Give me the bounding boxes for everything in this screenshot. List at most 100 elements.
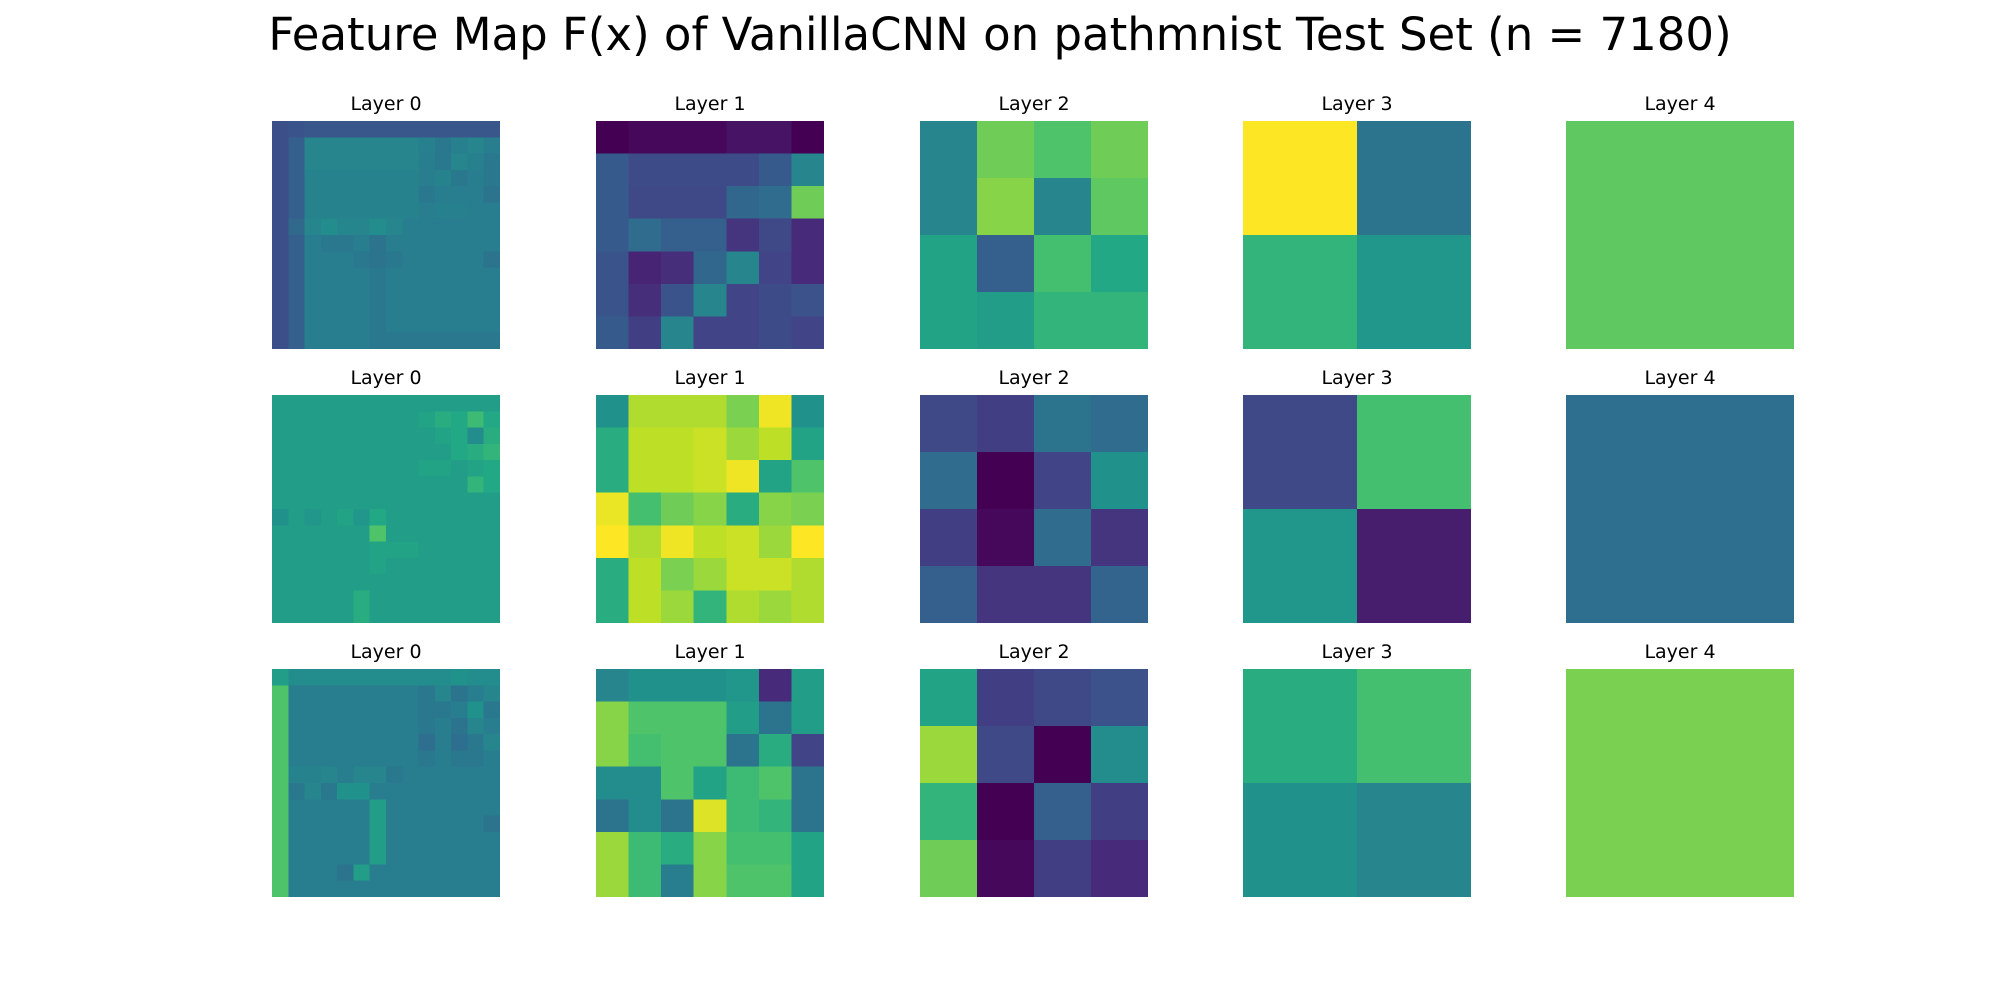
heatmap-cell	[628, 492, 662, 526]
heatmap-cell	[337, 332, 355, 349]
heatmap-cell	[337, 734, 355, 752]
chart-title: Feature Map F(x) of VanillaCNN on pathmn…	[268, 8, 1732, 61]
heatmap-cell	[288, 395, 306, 412]
heatmap-cell	[418, 492, 436, 510]
heatmap-cell	[791, 316, 824, 349]
heatmap-cell	[451, 121, 469, 138]
heatmap-cell	[402, 492, 420, 510]
heatmap-cell	[791, 283, 824, 318]
heatmap-cell	[320, 218, 338, 236]
heatmap-cell	[320, 300, 338, 318]
heatmap-cell	[693, 316, 727, 349]
panel-title: Layer 4	[1644, 367, 1716, 389]
heatmap-cell	[467, 590, 485, 608]
heatmap-cell	[977, 178, 1035, 236]
heatmap-cell	[628, 460, 662, 494]
heatmap-cell	[320, 251, 338, 269]
heatmap-cell	[467, 734, 485, 752]
heatmap-cell	[661, 427, 695, 461]
heatmap-cell	[402, 218, 420, 236]
heatmap-cell	[288, 815, 306, 833]
heatmap-cell	[353, 283, 371, 301]
heatmap-cell	[418, 864, 436, 882]
heatmap-cell	[386, 590, 403, 608]
heatmap-cell	[661, 153, 695, 187]
heatmap-cell	[320, 137, 338, 155]
heatmap-cell	[977, 566, 1035, 623]
heatmap-cell	[320, 509, 338, 526]
heatmap-cell	[369, 153, 387, 171]
heatmap-cell	[791, 557, 824, 592]
heatmap-cell	[758, 316, 793, 349]
heatmap-cell	[418, 427, 436, 445]
heatmap-cell	[418, 557, 436, 575]
heatmap-cell	[304, 169, 322, 187]
heatmap-cell	[483, 557, 500, 575]
heatmap-cell	[386, 799, 403, 817]
heatmap-cell	[369, 121, 387, 138]
heatmap-cell	[402, 880, 420, 897]
heatmap-cell	[369, 525, 387, 543]
heatmap-panel	[1243, 121, 1471, 349]
heatmap-cell	[337, 411, 355, 429]
heatmap-cell	[758, 766, 793, 800]
heatmap-cell	[467, 411, 485, 429]
heatmap-cell	[288, 218, 306, 236]
heatmap-cell	[1357, 509, 1471, 623]
heatmap-cell	[467, 202, 485, 220]
heatmap-cell	[418, 443, 436, 461]
heatmap-cell	[451, 509, 469, 526]
heatmap-cell	[386, 427, 403, 445]
heatmap-cell	[467, 186, 485, 204]
heatmap-cell	[288, 574, 306, 592]
heatmap-cell	[418, 848, 436, 866]
heatmap-cell	[434, 300, 452, 318]
heatmap-cell	[483, 411, 500, 429]
heatmap-cell	[353, 251, 371, 269]
heatmap-cell	[434, 251, 452, 269]
heatmap-cell	[369, 815, 387, 833]
heatmap-cell	[288, 300, 306, 318]
heatmap-cell	[337, 880, 355, 897]
heatmap-cell	[467, 316, 485, 334]
heatmap-cell	[386, 476, 403, 494]
heatmap-cell	[1243, 669, 1358, 784]
heatmap-cell	[791, 525, 824, 559]
heatmap-cell	[596, 831, 630, 866]
heatmap-cell	[402, 766, 420, 784]
heatmap-cell	[337, 815, 355, 833]
heatmap-cell	[693, 799, 727, 833]
panel-title: Layer 3	[1321, 367, 1393, 389]
heatmap-panel	[272, 669, 500, 897]
heatmap-cell	[434, 685, 452, 703]
heatmap-cell	[434, 864, 452, 882]
heatmap-cell	[304, 443, 322, 461]
heatmap-cell	[467, 121, 485, 138]
heatmap-cell	[758, 492, 793, 526]
heatmap-cell	[369, 332, 387, 349]
heatmap-cell	[402, 783, 420, 800]
heatmap-cell	[272, 267, 289, 285]
heatmap-cell	[1034, 566, 1092, 623]
heatmap-cell	[758, 525, 793, 559]
heatmap-cell	[434, 766, 452, 784]
heatmap-cell	[353, 717, 371, 735]
heatmap-cell	[353, 267, 371, 285]
heatmap-cell	[758, 186, 793, 220]
heatmap-cell	[467, 750, 485, 768]
heatmap-cell	[418, 300, 436, 318]
heatmap-cell	[369, 443, 387, 461]
heatmap-cell	[661, 557, 695, 592]
heatmap-cell	[596, 766, 630, 800]
heatmap-cell	[596, 251, 630, 285]
heatmap-cell	[628, 218, 662, 252]
heatmap-cell	[434, 411, 452, 429]
heatmap-cell	[434, 202, 452, 220]
heatmap-cell	[1034, 121, 1092, 179]
heatmap-cell	[418, 525, 436, 543]
heatmap-cell	[791, 492, 824, 526]
heatmap-cell	[369, 848, 387, 866]
heatmap-cell	[386, 557, 403, 575]
heatmap-cell	[726, 316, 760, 349]
heatmap-cell	[320, 799, 338, 817]
